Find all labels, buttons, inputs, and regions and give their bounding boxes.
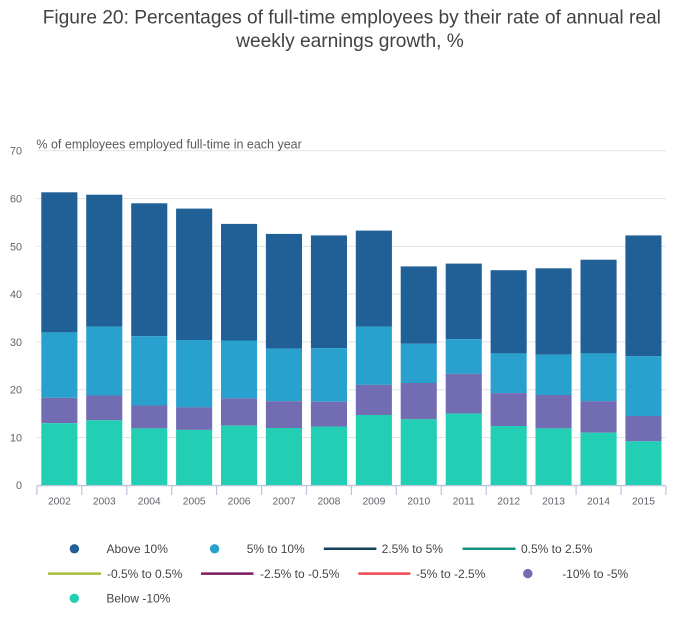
svg-text:50: 50 [10, 241, 22, 253]
svg-text:Figure 20: Percentages of full: Figure 20: Percentages of full-time empl… [43, 7, 661, 28]
svg-text:Above 10%: Above 10% [107, 542, 169, 556]
svg-text:40: 40 [10, 289, 22, 301]
svg-text:2.5% to 5%: 2.5% to 5% [382, 542, 444, 556]
svg-text:2002: 2002 [48, 497, 71, 508]
svg-text:2013: 2013 [542, 497, 565, 508]
svg-text:2006: 2006 [228, 497, 251, 508]
svg-text:-0.5% to 0.5%: -0.5% to 0.5% [107, 567, 183, 581]
svg-text:2003: 2003 [93, 497, 116, 508]
svg-text:Below -10%: Below -10% [106, 592, 170, 606]
svg-text:2014: 2014 [587, 497, 610, 508]
svg-text:2008: 2008 [317, 497, 340, 508]
svg-text:% of employees employed full-t: % of employees employed full-time in eac… [36, 137, 301, 151]
svg-text:2010: 2010 [407, 497, 430, 508]
svg-text:weekly earnings growth, %: weekly earnings growth, % [235, 31, 464, 52]
svg-text:60: 60 [10, 194, 22, 206]
svg-text:-5% to -2.5%: -5% to -2.5% [416, 567, 486, 581]
svg-text:2011: 2011 [453, 497, 475, 508]
svg-text:-10% to -5%: -10% to -5% [562, 567, 628, 581]
svg-text:30: 30 [10, 337, 22, 349]
svg-text:2012: 2012 [497, 497, 520, 508]
svg-text:70: 70 [10, 146, 22, 158]
svg-text:10: 10 [10, 432, 22, 444]
svg-text:-2.5% to -0.5%: -2.5% to -0.5% [260, 567, 340, 581]
svg-text:2015: 2015 [632, 497, 655, 508]
svg-text:2007: 2007 [273, 497, 296, 508]
svg-text:0.5% to 2.5%: 0.5% to 2.5% [521, 542, 593, 556]
svg-text:2005: 2005 [183, 497, 206, 508]
svg-text:0: 0 [16, 480, 22, 492]
svg-text:2004: 2004 [138, 497, 161, 508]
svg-text:2009: 2009 [362, 497, 385, 508]
svg-text:5% to 10%: 5% to 10% [247, 542, 305, 556]
svg-text:20: 20 [10, 385, 22, 397]
